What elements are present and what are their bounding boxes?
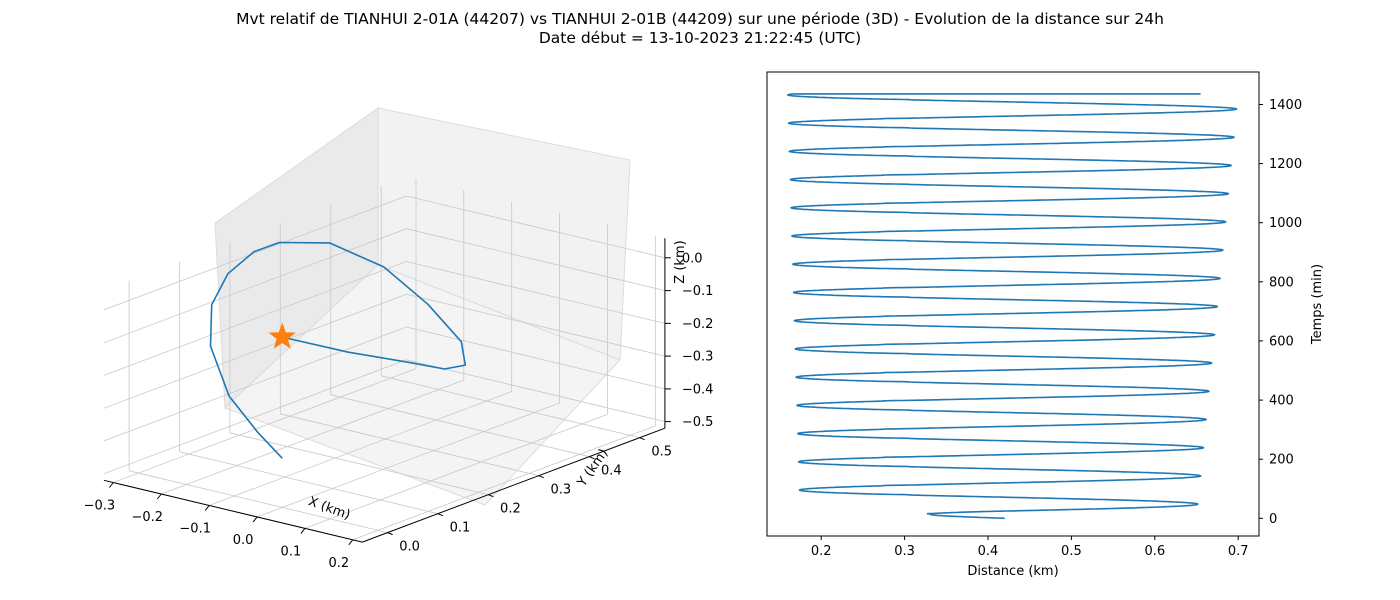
- grid-back-z: [406, 293, 665, 357]
- x-tick-label: 0.2: [328, 556, 349, 571]
- trajectory-line: [209, 241, 467, 459]
- y-tick: [488, 494, 494, 498]
- y-tick: [437, 513, 444, 517]
- grid-back-z: [406, 195, 665, 259]
- y-tick-label: 0.0: [399, 540, 420, 555]
- z-tick-label: 0.0: [682, 251, 703, 266]
- x-tick-label: 0.0: [233, 533, 254, 548]
- grid-floor-x: [113, 368, 417, 483]
- y-tick-label: 600: [1269, 334, 1294, 349]
- y-axis-line: [362, 427, 666, 543]
- z-tick-label: −0.5: [682, 415, 714, 430]
- y-tick-label: 0.4: [601, 464, 622, 479]
- grid-back-z: [406, 261, 665, 324]
- y-tick-label: 1400: [1269, 98, 1302, 113]
- x-tick-label: 0.2: [811, 544, 832, 559]
- x-tick-label: 0.1: [281, 544, 302, 559]
- x-tick-label: 0.6: [1144, 544, 1165, 559]
- grid-side-z: [103, 326, 407, 442]
- grid-back-z: [406, 326, 665, 390]
- grid-floor-y: [129, 470, 388, 533]
- z-tick-label: −0.1: [682, 284, 714, 299]
- grid-floor-y: [229, 432, 489, 496]
- x-axis-line: [103, 479, 363, 543]
- z-axis-label: Z (km): [673, 240, 688, 283]
- y-tick-label: 400: [1269, 394, 1294, 409]
- grid-side-z: [103, 228, 407, 344]
- y-tick: [387, 532, 393, 536]
- trajectory-3d-plot: −0.3 −0.2 −0.1 0.0 0.1 0.2 0.0 0.1 0.2 0.3 0.4 0.5 0…: [84, 107, 714, 571]
- x-tick-label: 0.5: [1061, 544, 1082, 559]
- y-tick-label: 0.3: [550, 483, 571, 498]
- z-tick-label: −0.4: [682, 382, 714, 397]
- origin-star-marker: [268, 322, 297, 349]
- grid-back-z: [406, 359, 665, 422]
- grid-side-z: [103, 261, 407, 376]
- figure-title-line1: Mvt relatif de TIANHUI 2-01A (44207) vs …: [236, 10, 1164, 28]
- x-tick: [252, 516, 258, 523]
- grid-back-z: [406, 228, 665, 291]
- x-tick: [204, 505, 210, 511]
- grid-floor-y: [330, 394, 590, 458]
- grid-floor-x: [256, 402, 560, 518]
- distance-time-plot: 0.2 0.3 0.4 0.5 0.6 0.7 0 200 400 600 800 1000 1200 1…: [766, 71, 1325, 579]
- grid-floor-x: [209, 391, 512, 506]
- y-tick: [639, 437, 645, 441]
- z-tick-label: −0.3: [682, 350, 714, 365]
- grid-floor-y: [381, 375, 640, 439]
- y-tick-label: 1200: [1269, 157, 1302, 172]
- x-tick-label: 0.4: [978, 544, 999, 559]
- y-tick: [589, 456, 595, 460]
- figure-title: Mvt relatif de TIANHUI 2-01A (44207) vs …: [0, 10, 1400, 48]
- distance-axis-label: Distance (km): [967, 564, 1058, 579]
- y-tick: [538, 475, 544, 479]
- x-tick: [156, 493, 162, 500]
- grid-side-z: [103, 195, 407, 311]
- figure-title-line2: Date début = 13-10-2023 21:22:45 (UTC): [538, 29, 862, 47]
- x-tick-label: −0.1: [179, 522, 211, 537]
- x-tick: [300, 528, 306, 534]
- grid-3d: [103, 178, 665, 541]
- grid-floor-x: [161, 379, 464, 495]
- x-tick-label: −0.3: [84, 499, 116, 514]
- grid-side-z: [103, 293, 407, 409]
- y-tick-label: 800: [1269, 275, 1294, 290]
- grid-side-z: [103, 359, 407, 475]
- grid-floor-y: [179, 451, 439, 515]
- grid-floor-y: [280, 413, 539, 477]
- x-tick-label: 0.7: [1228, 544, 1249, 559]
- trajectory-3d: [209, 241, 467, 459]
- grid-floor-x: [304, 414, 608, 529]
- grid-floor-x: [352, 425, 656, 541]
- y-tick-label: 200: [1269, 453, 1294, 468]
- y-tick-label: 0.1: [450, 521, 471, 536]
- axes-3d: −0.3 −0.2 −0.1 0.0 0.1 0.2 0.0 0.1 0.2 0.3 0.4 0.5 0…: [84, 238, 714, 571]
- x-tick-label: 0.3: [894, 544, 915, 559]
- x-tick: [109, 482, 114, 488]
- y-tick-label: 0.5: [651, 445, 672, 460]
- y-tick-label: 1000: [1269, 216, 1302, 231]
- time-axis-label: Temps (min): [1310, 264, 1325, 345]
- x-tick-label: −0.2: [132, 510, 164, 525]
- x-tick: [348, 539, 354, 546]
- z-tick-label: −0.2: [682, 317, 714, 332]
- y-tick-label: 0: [1269, 512, 1277, 527]
- axes-2d: 0.2 0.3 0.4 0.5 0.6 0.7 0 200 400 600 800 1000 1200 1…: [811, 98, 1302, 559]
- y-tick-label: 0.2: [500, 502, 521, 517]
- distance-line: [786, 93, 1238, 520]
